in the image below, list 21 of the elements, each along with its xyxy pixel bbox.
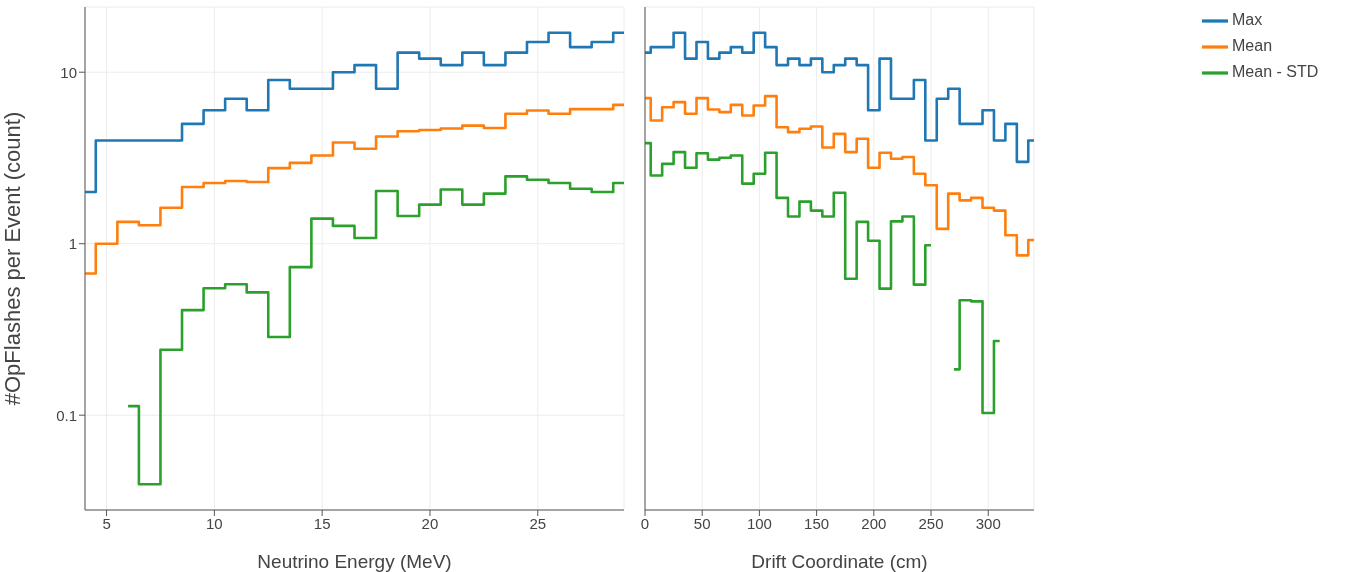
x-tick-label: 250 bbox=[918, 514, 944, 532]
x-tick-label: 20 bbox=[421, 514, 439, 532]
x-axis-title: Drift Coordinate (cm) bbox=[751, 551, 928, 572]
x-tick-label: 25 bbox=[529, 514, 547, 532]
legend-label: Max bbox=[1232, 11, 1263, 29]
y-tick-label: 1 bbox=[68, 235, 77, 253]
x-tick-label: 50 bbox=[693, 514, 711, 532]
x-tick-label: 150 bbox=[804, 514, 830, 532]
legend-label: Mean - STD bbox=[1232, 63, 1319, 81]
x-tick-label: 10 bbox=[206, 514, 223, 532]
x-tick-label: 0 bbox=[640, 514, 650, 532]
y-axis-title: #OpFlashes per Event (count) bbox=[0, 111, 25, 406]
x-axis-title: Neutrino Energy (MeV) bbox=[257, 551, 452, 572]
x-tick-label: 5 bbox=[102, 514, 111, 532]
y-tick-label: 10 bbox=[60, 63, 77, 81]
y-tick-label: 0.1 bbox=[56, 406, 77, 424]
legend-label: Mean bbox=[1232, 37, 1273, 55]
x-tick-label: 15 bbox=[313, 514, 331, 532]
x-tick-label: 100 bbox=[746, 514, 772, 532]
x-tick-label: 200 bbox=[861, 514, 887, 532]
x-tick-label: 300 bbox=[975, 514, 1001, 532]
